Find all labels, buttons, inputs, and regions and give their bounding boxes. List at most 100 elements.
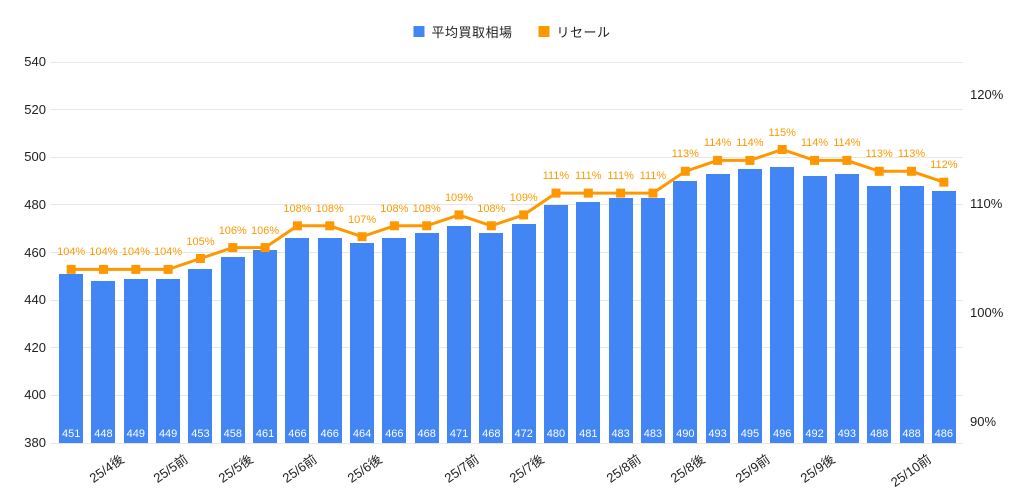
bar: 493 [834,173,859,443]
bar: 448 [91,281,116,443]
line-point-label: 115% [768,126,796,139]
line-point-label: 107% [347,213,377,226]
bar-value-label: 493 [837,427,857,440]
bar: 472 [511,223,536,443]
line-marker [907,166,917,176]
bar-value-label: 448 [94,427,113,440]
line-point-label: 114% [800,137,829,150]
line-marker [551,188,561,198]
line-marker [680,166,690,176]
line-point-label: 104% [154,246,183,259]
line-point-label: 108% [315,202,344,215]
line-point-label: 104% [89,246,118,259]
bar: 468 [414,233,439,443]
left-axis-tick: 420 [24,339,46,355]
line-marker [713,155,723,165]
line-point-label: 108% [477,202,506,215]
right-axis-tick: 100% [970,305,1004,320]
bar-value-label: 466 [385,427,404,440]
line-point-label: 104% [121,246,150,259]
line-marker [195,254,205,263]
line-point-label: 113% [671,148,699,161]
line-point-label: 111% [575,170,602,183]
grid-line [50,252,963,253]
bar: 481 [576,202,601,443]
line-point-label: 105% [186,235,215,248]
line-marker [648,188,658,198]
line-point-label: 113% [897,148,926,161]
line-marker [389,221,399,231]
line-marker [810,155,820,165]
grid-line [50,347,963,349]
line-point-label: 114% [736,137,764,150]
bar-value-label: 466 [288,427,307,440]
line-point-label: 111% [607,170,634,183]
line-marker [357,232,367,242]
bar-value-label: 488 [870,427,889,440]
line-point-label: 104% [57,246,86,259]
line-marker [939,177,949,187]
left-axis-tick: 380 [24,435,46,450]
line-marker [745,155,755,165]
bar: 471 [447,226,472,443]
bar: 464 [350,242,375,443]
bar-value-label: 496 [773,427,792,440]
bar-value-label: 468 [482,427,501,440]
bar: 488 [867,185,892,443]
line-marker [228,243,238,253]
grid-line [50,61,963,63]
left-axis-tick: 520 [24,101,46,117]
line-marker [325,221,335,231]
bar-value-label: 458 [223,427,242,440]
bar-value-label: 493 [708,427,727,440]
line-marker [422,221,432,231]
bar: 496 [770,166,795,443]
bar-value-label: 488 [902,427,921,440]
line-marker [292,221,302,231]
line-point-label: 111% [639,170,667,183]
grid-line [50,442,963,444]
line-point-label: 112% [930,159,958,172]
line-point-label: 114% [703,137,732,150]
grid-line [50,156,963,158]
line-marker [260,243,270,253]
line-marker [874,166,884,176]
bar-series-swatch-icon [413,26,425,37]
bar-value-label: 495 [740,428,760,440]
bar: 449 [156,278,181,443]
line-marker [98,264,108,274]
left-axis-tick: 440 [24,292,46,308]
legend-label-average-price: 平均買取相場 [431,25,513,40]
bar: 458 [220,257,245,443]
bar-value-label: 466 [320,427,339,440]
line-point-label: 111% [542,170,570,183]
bar-value-label: 464 [352,427,372,440]
bar-value-label: 481 [579,427,598,440]
bar: 461 [253,250,278,443]
bar-value-label: 451 [61,427,81,440]
bar-value-label: 449 [126,427,145,440]
left-axis-tick: 480 [24,196,46,212]
line-marker [616,188,626,198]
line-marker [66,264,76,274]
bar: 488 [899,185,924,443]
line-series-swatch-icon [538,26,550,37]
bar: 486 [931,190,956,443]
bar: 466 [382,238,407,443]
legend-item-average-price: 平均買取相場 [413,22,512,41]
grid-line [50,109,963,111]
left-axis-tick: 400 [24,387,46,403]
bar: 490 [673,181,698,443]
bar-value-label: 468 [417,427,436,440]
bar: 449 [123,278,148,443]
line-marker [777,145,787,154]
left-axis-tick: 500 [24,149,46,165]
line-point-label: 113% [865,148,893,161]
line-marker [583,188,593,198]
bar: 493 [705,173,730,443]
line-marker [131,264,141,274]
bar-value-label: 492 [805,427,824,440]
grid-line [50,394,963,396]
line-point-label: 106% [218,224,247,237]
